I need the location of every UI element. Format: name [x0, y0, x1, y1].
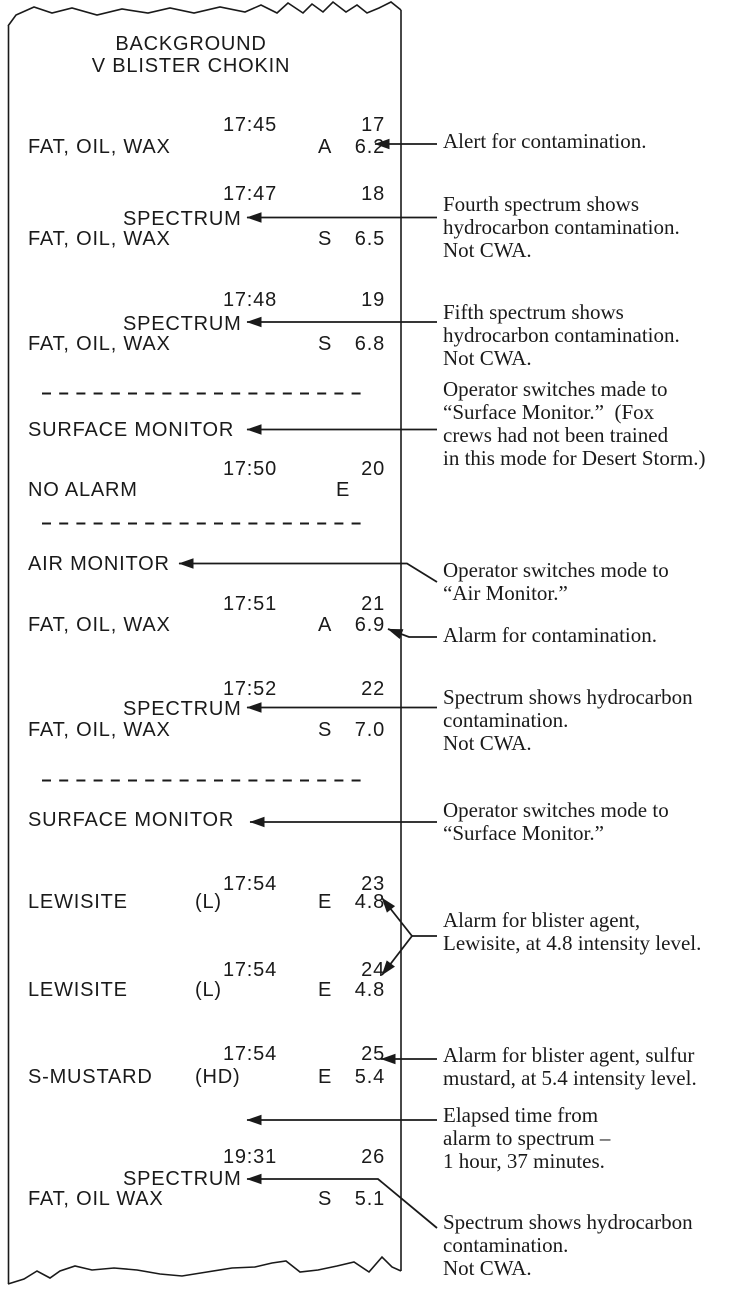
entry21-status-value: 6.9 [354, 614, 385, 636]
entry22-status-value: 7.0 [354, 719, 385, 741]
entry19-spectrum-label: SPECTRUM [123, 313, 242, 335]
annotation-elapsed-time: Elapsed time from alarm to spectrum – 1 … [443, 1103, 611, 1173]
entry25-number: 25 [361, 1043, 385, 1065]
entry23-agent: LEWISITE [28, 891, 128, 913]
arrow-alarm-entry21 [387, 628, 437, 640]
entry24-time: 17:54 [222, 959, 277, 981]
entry20-time: 17:50 [222, 458, 277, 480]
entry18-number: 18 [361, 183, 385, 205]
entry25-time: 17:54 [222, 1043, 277, 1065]
entry23-time: 17:54 [222, 873, 277, 895]
arrow-lewisite-entry24 [381, 935, 413, 976]
entry22-agent: FAT, OIL, WAX [28, 719, 171, 741]
entry21-number: 21 [361, 593, 385, 615]
entry17-number: 17 [361, 114, 385, 136]
entry26-status-value: 5.1 [354, 1188, 385, 1210]
entry24-status-letter: E [318, 979, 333, 1001]
entry22-spectrum-label: SPECTRUM [123, 698, 242, 720]
torn-edge-top [7, 0, 402, 27]
entry19-status-value: 6.8 [354, 333, 385, 355]
annotation-surface-monitor-switch-2: Operator switches mode to “Surface Monit… [443, 798, 669, 845]
annotation-surface-monitor-switch: Operator switches made to “Surface Monit… [443, 377, 706, 470]
entry18-time: 17:47 [222, 183, 277, 205]
entry18-spectrum-label: SPECTRUM [123, 208, 242, 230]
entry26-number: 26 [361, 1146, 385, 1168]
entry19-status-letter: S [318, 333, 333, 355]
annotation-alarm-contamination: Alarm for contamination. [443, 623, 658, 647]
entry20-status-letter: E [336, 479, 351, 501]
entry17-time: 17:45 [222, 114, 277, 136]
entry20-number: 20 [361, 458, 385, 480]
arrow-lewisite-entry23 [381, 897, 413, 937]
entry24-status-value: 4.8 [354, 979, 385, 1001]
entry23-number: 23 [361, 873, 385, 895]
entry18-agent: FAT, OIL, WAX [28, 228, 171, 250]
entry25-status-value: 5.4 [354, 1066, 385, 1088]
arrow-air-monitor [178, 558, 438, 583]
entry23-status-letter: E [318, 891, 333, 913]
torn-edge-bottom [7, 1255, 402, 1285]
entry17-status-value: 6.2 [354, 136, 385, 158]
annotation-lewisite-alarm: Alarm for blister agent, Lewisite, at 4.… [443, 908, 702, 955]
entry17-agent: FAT, OIL, WAX [28, 136, 171, 158]
entry19-time: 17:48 [222, 289, 277, 311]
entry26-status-letter: S [318, 1188, 333, 1210]
annotation-air-monitor-switch: Operator switches mode to “Air Monitor.” [443, 558, 669, 605]
annotation-mustard-alarm: Alarm for blister agent, sulfur mustard,… [443, 1043, 697, 1090]
entry21-agent: FAT, OIL, WAX [28, 614, 171, 636]
entry19-number: 19 [361, 289, 385, 311]
annotation-alert-contamination: Alert for contamination. [443, 129, 647, 153]
mode-surface-monitor-2: SURFACE MONITOR [28, 809, 235, 831]
entry20-agent: NO ALARM [28, 479, 138, 501]
mode-air-monitor: AIR MONITOR [28, 553, 170, 575]
entry18-status-value: 6.5 [354, 228, 385, 250]
entry23-agent-code: (L) [195, 891, 222, 913]
entry24-agent-code: (L) [195, 979, 222, 1001]
entry23-status-value: 4.8 [354, 891, 385, 913]
entry21-time: 17:51 [222, 593, 277, 615]
entry18-status-letter: S [318, 228, 333, 250]
entry22-status-letter: S [318, 719, 333, 741]
tape-header-line1: BACKGROUND [115, 33, 267, 55]
entry26-agent: FAT, OIL WAX [28, 1188, 164, 1210]
annotation-fourth-spectrum: Fourth spectrum shows hydrocarbon contam… [443, 192, 680, 262]
entry19-agent: FAT, OIL, WAX [28, 333, 171, 355]
entry22-number: 22 [361, 678, 385, 700]
entry17-status-letter: A [318, 136, 333, 158]
entry24-agent: LEWISITE [28, 979, 128, 1001]
annotation-fifth-spectrum: Fifth spectrum shows hydrocarbon contami… [443, 300, 680, 370]
entry22-time: 17:52 [222, 678, 277, 700]
entry25-agent: S-MUSTARD [28, 1066, 153, 1088]
entry25-agent-code: (HD) [195, 1066, 241, 1088]
entry21-status-letter: A [318, 614, 333, 636]
entry24-number: 24 [361, 959, 385, 981]
entry26-spectrum-label: SPECTRUM [123, 1168, 242, 1190]
entry26-time: 19:31 [222, 1146, 277, 1168]
annotation-spectrum-hydrocarbon-2: Spectrum shows hydrocarbon contamination… [443, 1210, 693, 1280]
annotation-spectrum-hydrocarbon-1: Spectrum shows hydrocarbon contamination… [443, 685, 693, 755]
mode-surface-monitor-1: SURFACE MONITOR [28, 419, 235, 441]
tape-header-line2: V BLISTER CHOKIN [91, 55, 291, 77]
entry25-status-letter: E [318, 1066, 333, 1088]
arrow-spectrum-entry26 [246, 1173, 438, 1229]
